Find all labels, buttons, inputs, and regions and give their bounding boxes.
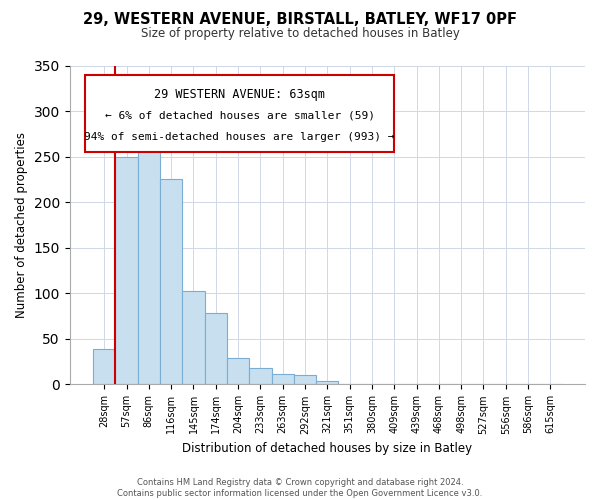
X-axis label: Distribution of detached houses by size in Batley: Distribution of detached houses by size … [182,442,472,455]
Text: 29 WESTERN AVENUE: 63sqm: 29 WESTERN AVENUE: 63sqm [154,88,325,101]
Bar [205,314,227,384]
Bar [182,290,205,384]
Bar [227,358,249,384]
Text: ← 6% of detached houses are smaller (59): ← 6% of detached houses are smaller (59) [105,110,375,120]
Bar [316,381,338,384]
FancyBboxPatch shape [85,75,394,152]
Y-axis label: Number of detached properties: Number of detached properties [15,132,28,318]
Bar [272,374,294,384]
Text: 29, WESTERN AVENUE, BIRSTALL, BATLEY, WF17 0PF: 29, WESTERN AVENUE, BIRSTALL, BATLEY, WF… [83,12,517,28]
Bar [249,368,272,384]
Bar [294,376,316,384]
Text: Size of property relative to detached houses in Batley: Size of property relative to detached ho… [140,28,460,40]
Text: 94% of semi-detached houses are larger (993) →: 94% of semi-detached houses are larger (… [85,132,395,142]
Bar [93,349,115,384]
Bar [137,120,160,384]
Bar [160,180,182,384]
Text: Contains HM Land Registry data © Crown copyright and database right 2024.
Contai: Contains HM Land Registry data © Crown c… [118,478,482,498]
Bar [115,156,137,384]
